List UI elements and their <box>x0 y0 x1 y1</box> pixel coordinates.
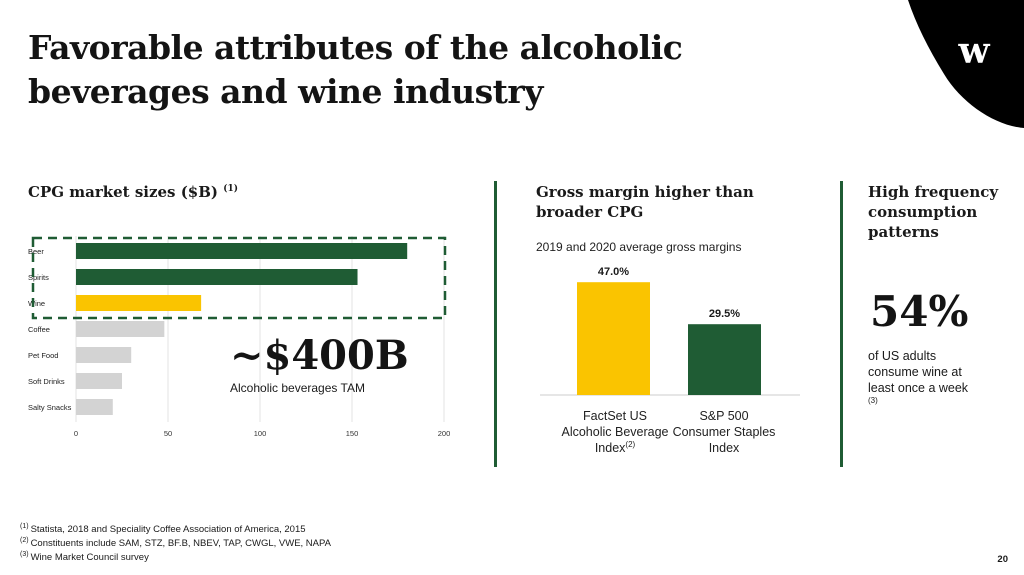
footnote-text: Wine Market Council survey <box>30 552 149 563</box>
section-divider <box>840 181 843 467</box>
category-label: Salty Snacks <box>28 403 72 412</box>
page-number: 20 <box>997 554 1008 565</box>
cpg-market-title-text: CPG market sizes ($B) <box>28 183 219 201</box>
brand-corner-shape <box>908 0 1024 128</box>
market-bar <box>76 269 358 285</box>
margin-category-text: FactSet US Alcoholic Beverage Index <box>561 409 669 455</box>
footnote-marker: (1) <box>223 184 239 194</box>
frequency-text-body: of US adults consume wine at least once … <box>868 349 969 395</box>
footnote: (1) Statista, 2018 and Speciality Coffee … <box>20 523 331 537</box>
footnote-marker: (3) <box>868 395 878 405</box>
market-bar <box>76 243 408 259</box>
footnote-marker: (2) <box>625 439 636 449</box>
frequency-value: 54% <box>870 287 969 336</box>
category-label: Beer <box>28 247 44 256</box>
frequency-title: High frequency consumption patterns <box>868 183 999 241</box>
footnote-marker: (1) <box>20 522 29 530</box>
footnote-text: Statista, 2018 and Speciality Coffee Ass… <box>30 524 306 535</box>
x-tick-label: 200 <box>438 429 451 438</box>
x-tick-label: 50 <box>164 429 172 438</box>
x-tick-label: 0 <box>74 429 78 438</box>
tam-value: ~$400B <box>230 332 409 379</box>
footnotes: (1) Statista, 2018 and Speciality Coffee … <box>20 523 331 565</box>
category-label: Pet Food <box>28 351 58 360</box>
market-bar <box>76 399 113 415</box>
gross-margin-subtitle: 2019 and 2020 average gross margins <box>536 240 742 254</box>
gross-margin-bar-chart: 47.0% 29.5% <box>540 266 800 396</box>
cpg-market-bar-chart: 0 50 100 150 200 Beer Spirits Wine Coffee Pet Foo… <box>28 236 451 438</box>
footnote-text: Constituents include SAM, STZ, BF.B, NBE… <box>30 538 331 549</box>
highlight-box <box>31 236 447 320</box>
market-bar <box>76 295 202 311</box>
margin-bar <box>577 282 650 395</box>
cpg-market-title: CPG market sizes ($B) (1) <box>28 182 238 202</box>
market-bar <box>76 373 122 389</box>
category-label: Coffee <box>28 325 50 334</box>
margin-bar <box>688 324 761 395</box>
tam-label: Alcoholic beverages TAM <box>230 381 365 395</box>
x-tick-label: 150 <box>346 429 359 438</box>
market-bar <box>76 321 165 337</box>
footnote-marker: (3) <box>20 550 29 558</box>
category-label: Soft Drinks <box>28 377 65 386</box>
gross-margin-title: Gross margin higher than broader CPG <box>536 183 754 221</box>
x-tick-label: 100 <box>254 429 267 438</box>
category-label: Spirits <box>28 273 49 282</box>
margin-category-text: S&P 500 Consumer Staples Index <box>672 409 776 455</box>
brand-logo: w <box>958 30 990 72</box>
page-title: Favorable attributes of the alcoholic be… <box>28 28 683 111</box>
footnote-marker: (2) <box>20 536 29 544</box>
margin-category-label: FactSet US Alcoholic Beverage Index(2) <box>560 408 670 456</box>
data-label: 29.5% <box>709 308 740 320</box>
frequency-text: of US adults consume wine at least once … <box>868 348 978 412</box>
data-label: 47.0% <box>598 266 629 278</box>
market-bar <box>76 347 132 363</box>
category-label: Wine <box>28 299 45 308</box>
margin-category-label: S&P 500 Consumer Staples Index <box>669 408 779 456</box>
section-divider <box>494 181 497 467</box>
footnote: (3) Wine Market Council survey <box>20 551 331 565</box>
footnote: (2) Constituents include SAM, STZ, BF.B, … <box>20 537 331 551</box>
